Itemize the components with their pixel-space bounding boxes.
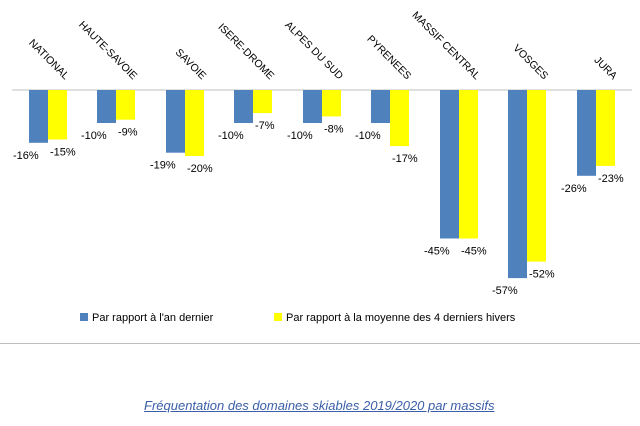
legend-label-series-2: Par rapport à la moyenne des 4 derniers …	[286, 312, 516, 324]
category-label-massif-central: MASSIF CENTRAL	[410, 9, 483, 82]
data-label-savoie-series-2: -20%	[187, 163, 213, 175]
category-label-savoie: SAVOIE	[173, 47, 209, 83]
data-label-isere-drome-series-2: -7%	[255, 120, 275, 132]
data-label-national-series-2: -15%	[50, 147, 76, 159]
bar-savoie-series-2	[185, 90, 204, 156]
category-label-haute-savoie: HAUTE-SAVOIE	[76, 19, 139, 82]
bar-jura-series-1	[577, 90, 596, 176]
bar-massif-central-series-2	[459, 90, 478, 239]
legend-swatch-series-1	[80, 313, 88, 321]
bar-pyrenees-series-1	[371, 90, 390, 123]
data-label-haute-savoie-series-2: -9%	[118, 127, 138, 139]
bar-haute-savoie-series-1	[97, 90, 116, 123]
bar-pyrenees-series-2	[390, 90, 409, 147]
bar-alpes-du-sud-series-1	[303, 90, 322, 123]
legend-label-series-1: Par rapport à l'an dernier	[92, 312, 214, 324]
category-label-pyrenees: PYRENEES	[364, 33, 413, 82]
data-label-alpes-du-sud-series-1: -10%	[287, 130, 313, 142]
category-label-jura: JURA	[591, 54, 619, 82]
divider	[0, 343, 640, 344]
data-label-alpes-du-sud-series-2: -8%	[324, 123, 344, 135]
data-label-massif-central-series-1: -45%	[424, 246, 450, 258]
data-label-vosges-series-1: -57%	[492, 285, 518, 297]
figure-caption[interactable]: Fréquentation des domaines skiables 2019…	[144, 398, 495, 413]
bar-vosges-series-1	[508, 90, 527, 279]
legend: Par rapport à l'an dernier Par rapport à…	[80, 312, 516, 324]
data-label-isere-drome-series-1: -10%	[218, 130, 244, 142]
bar-isere-drome-series-2	[253, 90, 272, 114]
category-label-national: NATIONAL	[26, 37, 71, 82]
data-label-jura-series-2: -23%	[598, 173, 624, 185]
bar-isere-drome-series-1	[234, 90, 253, 123]
data-label-pyrenees-series-2: -17%	[392, 153, 418, 165]
data-label-pyrenees-series-1: -10%	[355, 130, 381, 142]
data-label-national-series-1: -16%	[13, 150, 39, 162]
bar-savoie-series-1	[166, 90, 185, 153]
data-label-massif-central-series-2: -45%	[461, 246, 487, 258]
bar-national-series-2	[48, 90, 67, 140]
bar-alpes-du-sud-series-2	[322, 90, 341, 117]
legend-swatch-series-2	[274, 313, 282, 321]
bar-jura-series-2	[596, 90, 615, 166]
bar-haute-savoie-series-2	[116, 90, 135, 120]
category-label-alpes-du-sud: ALPES DU SUD	[282, 19, 345, 82]
data-label-haute-savoie-series-1: -10%	[81, 130, 107, 142]
category-label-vosges: VOSGES	[511, 42, 551, 82]
bar-national-series-1	[29, 90, 48, 143]
data-label-savoie-series-1: -19%	[150, 160, 176, 172]
data-label-vosges-series-2: -52%	[529, 269, 555, 281]
bar-massif-central-series-1	[440, 90, 459, 239]
bar-vosges-series-2	[527, 90, 546, 262]
data-label-jura-series-1: -26%	[561, 183, 587, 195]
category-label-isere-drome: ISERE-DROME	[215, 21, 276, 82]
